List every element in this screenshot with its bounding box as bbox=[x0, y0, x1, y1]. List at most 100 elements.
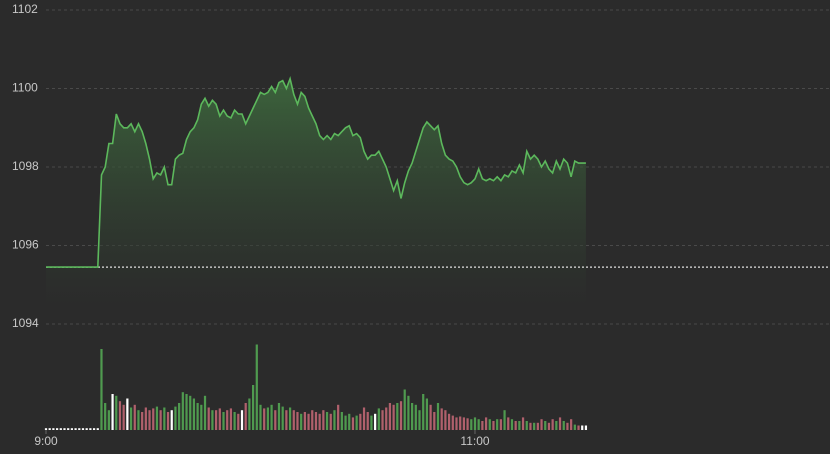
volume-bar bbox=[462, 417, 465, 430]
price-line bbox=[46, 75, 586, 268]
volume-bar bbox=[144, 407, 147, 430]
volume-bar bbox=[396, 403, 399, 430]
volume-bar bbox=[67, 428, 70, 430]
volume-bar bbox=[244, 403, 247, 430]
volume-bar bbox=[433, 412, 436, 430]
volume-bar bbox=[196, 403, 199, 430]
volume-bar bbox=[488, 419, 491, 430]
volume-bar bbox=[307, 413, 310, 430]
volume-bar bbox=[166, 412, 170, 430]
volume-bar bbox=[122, 404, 125, 430]
volume-bar bbox=[566, 422, 569, 430]
volume-bar bbox=[137, 410, 140, 430]
volume-bar bbox=[518, 421, 521, 430]
volume-bar bbox=[577, 425, 580, 430]
y-tick-label: 1094 bbox=[12, 316, 39, 330]
volume-bar bbox=[85, 428, 88, 430]
volume-bar bbox=[240, 410, 244, 430]
volume-bar bbox=[392, 404, 395, 430]
volume-bar bbox=[281, 406, 284, 430]
volume-bar bbox=[203, 395, 207, 430]
volume-bar bbox=[444, 410, 447, 430]
volume-bar bbox=[178, 403, 181, 430]
volume-bar bbox=[547, 422, 551, 430]
volume-bar bbox=[229, 408, 233, 430]
volume-bar bbox=[92, 428, 96, 430]
y-tick-label: 1100 bbox=[12, 81, 38, 95]
volume-bar bbox=[192, 398, 196, 430]
volume-bar bbox=[425, 398, 429, 430]
volume-bar bbox=[414, 404, 417, 430]
volume-bar bbox=[507, 417, 510, 430]
volume-bar bbox=[74, 428, 77, 430]
volume-bar bbox=[200, 404, 203, 430]
x-tick-label: 9:00 bbox=[34, 434, 58, 448]
volume-bar bbox=[322, 410, 325, 430]
volume-bar bbox=[251, 385, 255, 430]
volume-bar bbox=[447, 413, 451, 430]
volume-bar bbox=[422, 394, 425, 430]
volume-bar bbox=[115, 395, 118, 430]
volume-bar bbox=[436, 403, 440, 430]
volume-bar bbox=[514, 421, 517, 430]
volume-bar bbox=[285, 410, 288, 430]
volume-bar bbox=[529, 422, 532, 430]
volume-bar bbox=[44, 428, 48, 430]
volume-bar bbox=[237, 413, 240, 430]
volume-bar bbox=[133, 404, 136, 430]
volume-bar bbox=[562, 421, 565, 430]
volume-bar bbox=[359, 413, 362, 430]
volume-bar bbox=[59, 428, 62, 430]
volume-bar bbox=[226, 410, 229, 430]
volume-bar bbox=[388, 403, 392, 430]
y-tick-label: 1098 bbox=[12, 159, 39, 173]
volume-bar bbox=[100, 349, 103, 430]
volume-bar bbox=[348, 413, 351, 430]
volume-bar bbox=[311, 410, 314, 430]
volume-bar bbox=[277, 403, 281, 430]
volume-bar bbox=[407, 395, 410, 430]
volume-bar bbox=[266, 407, 269, 430]
volume-bar bbox=[170, 410, 173, 430]
volume-bar bbox=[63, 428, 66, 430]
volume-bar bbox=[581, 425, 584, 430]
volume-bar bbox=[233, 412, 236, 430]
volume-bar bbox=[211, 410, 214, 430]
volume-bar bbox=[163, 407, 166, 430]
volume-bar bbox=[340, 412, 343, 430]
volume-bar bbox=[259, 404, 262, 430]
volume-bar bbox=[558, 417, 562, 430]
x-tick-label: 11:00 bbox=[460, 434, 489, 448]
volume-bar bbox=[303, 412, 306, 430]
volume-bar bbox=[551, 419, 554, 430]
volume-bar bbox=[351, 417, 355, 430]
volume-bar bbox=[148, 410, 151, 430]
volume-bar bbox=[484, 417, 488, 430]
volume-bar bbox=[477, 419, 480, 430]
y-tick-label: 1096 bbox=[12, 238, 39, 252]
volume-bar bbox=[159, 410, 162, 430]
volume-bar bbox=[325, 412, 329, 430]
volume-bar bbox=[381, 410, 384, 430]
volume-bar bbox=[255, 344, 258, 430]
volume-bar bbox=[510, 419, 514, 430]
y-tick-label: 1102 bbox=[12, 2, 38, 16]
volume-bar bbox=[329, 413, 332, 430]
volume-bar bbox=[55, 428, 59, 430]
volume-bar bbox=[96, 428, 99, 430]
volume-bar bbox=[288, 407, 292, 430]
volume-bar bbox=[355, 415, 358, 430]
volume-bar bbox=[440, 408, 443, 430]
volume-bar bbox=[155, 406, 159, 430]
volume-bar bbox=[129, 407, 133, 430]
volume-bar bbox=[78, 428, 81, 430]
volume-bar bbox=[411, 403, 414, 430]
volume-bar bbox=[89, 428, 92, 430]
volume-bar bbox=[399, 401, 403, 430]
volume-bar bbox=[403, 389, 406, 430]
volume-bar bbox=[111, 394, 114, 430]
volume-bar bbox=[499, 419, 502, 430]
volume-bar bbox=[48, 428, 51, 430]
volume-bar bbox=[81, 428, 85, 430]
volume-bar bbox=[570, 419, 573, 430]
